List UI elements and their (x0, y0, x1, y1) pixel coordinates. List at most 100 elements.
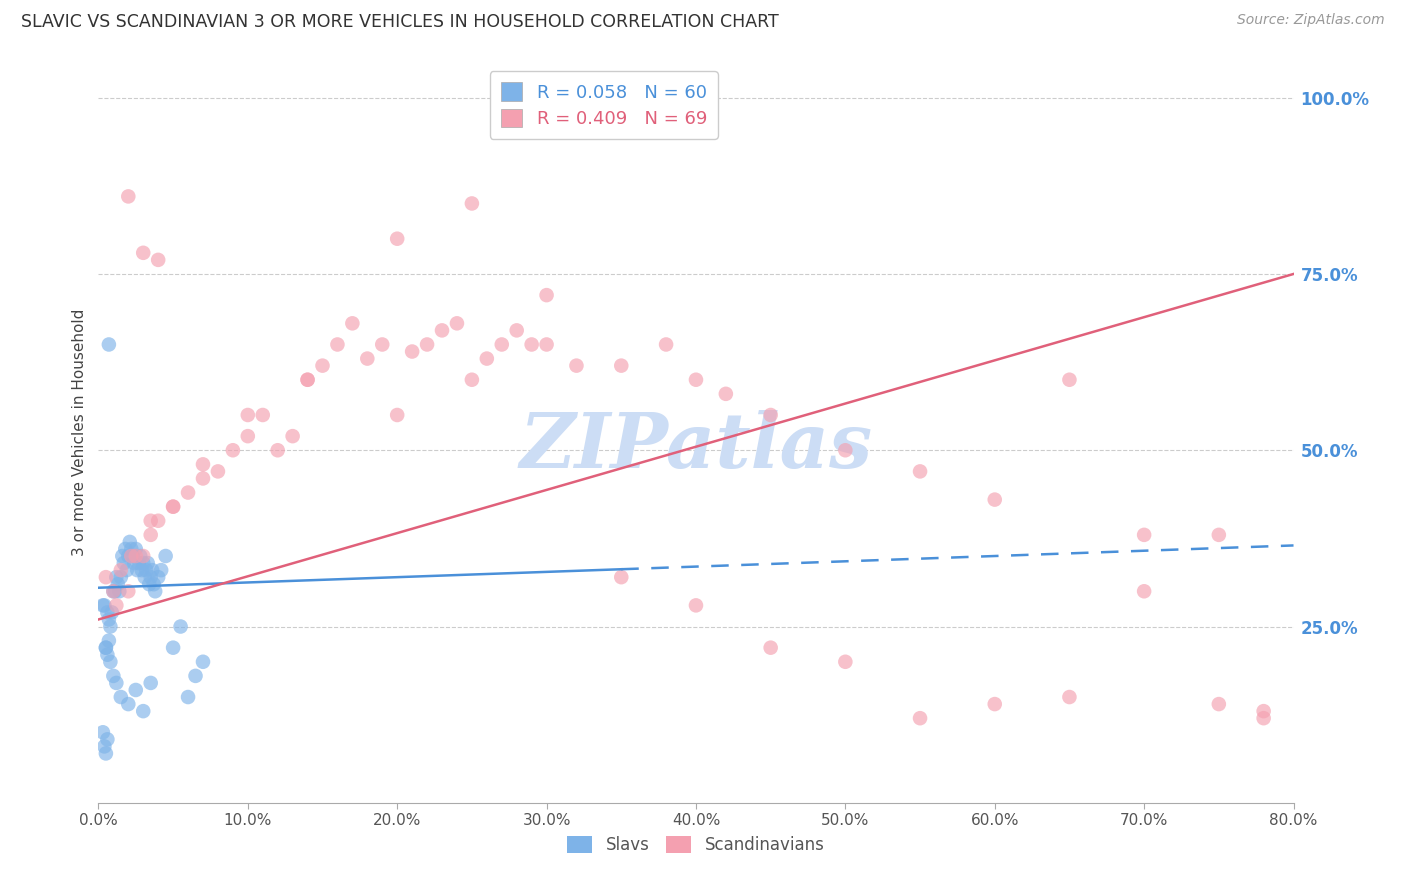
Point (236, 408, 259, 422)
Point (177, 690, 200, 704)
Point (1133, 584, 1156, 599)
Point (984, 697, 1007, 711)
Point (984, 492, 1007, 507)
Point (114, 541, 136, 556)
Point (385, 232, 409, 246)
Point (94, 640, 117, 655)
Point (132, 549, 155, 563)
Point (117, 549, 139, 563)
Point (139, 514, 162, 528)
Point (93, 599, 115, 613)
Point (520, 337, 543, 351)
Point (143, 584, 166, 599)
Point (311, 359, 333, 373)
Point (94, 640, 117, 655)
Point (112, 556, 135, 570)
Point (96, 648, 118, 662)
Point (759, 408, 782, 422)
Point (148, 570, 170, 584)
Point (162, 640, 184, 655)
Point (134, 570, 156, 584)
Point (371, 337, 394, 351)
Point (135, 563, 157, 577)
Point (110, 690, 132, 704)
Point (125, 683, 148, 698)
Point (207, 464, 229, 478)
Point (536, 288, 558, 302)
Point (148, 514, 170, 528)
Point (110, 570, 132, 584)
Point (326, 337, 349, 351)
Point (191, 471, 214, 485)
Point (118, 535, 141, 549)
Point (141, 563, 163, 577)
Point (104, 584, 127, 599)
Point (236, 429, 259, 443)
Point (97, 337, 120, 351)
Point (416, 337, 439, 351)
Point (491, 337, 513, 351)
Point (759, 640, 782, 655)
Point (610, 570, 633, 584)
Point (169, 619, 191, 633)
Point (506, 323, 529, 337)
Point (148, 252, 170, 267)
Point (565, 359, 588, 373)
Point (714, 387, 737, 401)
Point (475, 351, 498, 366)
Point (124, 556, 146, 570)
Point (297, 373, 319, 387)
Point (1208, 528, 1230, 542)
Point (281, 429, 304, 443)
Point (127, 563, 149, 577)
Point (117, 584, 139, 599)
Point (139, 570, 162, 584)
Point (98, 655, 122, 669)
Point (252, 408, 274, 422)
Point (105, 570, 128, 584)
Point (177, 485, 200, 500)
Point (191, 655, 214, 669)
Point (132, 704, 155, 718)
Point (1059, 690, 1081, 704)
Point (94, 570, 117, 584)
Point (1059, 373, 1081, 387)
Point (107, 577, 129, 591)
Point (162, 500, 184, 514)
Point (132, 245, 155, 260)
Point (184, 669, 207, 683)
Point (908, 464, 931, 478)
Point (138, 577, 160, 591)
Point (655, 337, 678, 351)
Point (120, 541, 142, 556)
Point (139, 528, 162, 542)
Point (139, 676, 162, 690)
Point (356, 351, 378, 366)
Point (1208, 697, 1230, 711)
Point (121, 549, 143, 563)
Point (685, 599, 707, 613)
Point (150, 563, 173, 577)
Point (97, 612, 120, 626)
Point (461, 196, 484, 211)
Text: SLAVIC VS SCANDINAVIAN 3 OR MORE VEHICLES IN HOUSEHOLD CORRELATION CHART: SLAVIC VS SCANDINAVIAN 3 OR MORE VEHICLE… (21, 13, 779, 31)
Point (834, 655, 856, 669)
Point (103, 584, 125, 599)
Point (115, 563, 138, 577)
Point (1133, 528, 1156, 542)
Point (401, 344, 423, 359)
Point (105, 676, 128, 690)
Point (685, 373, 707, 387)
Point (108, 584, 131, 599)
Point (136, 556, 159, 570)
Point (536, 337, 558, 351)
Point (461, 373, 484, 387)
Text: ZIPatlas: ZIPatlas (519, 410, 873, 484)
Point (101, 606, 124, 620)
Point (342, 316, 364, 330)
Point (93, 739, 115, 754)
Point (105, 599, 128, 613)
Point (91, 599, 114, 613)
Point (191, 458, 214, 472)
Point (117, 697, 139, 711)
